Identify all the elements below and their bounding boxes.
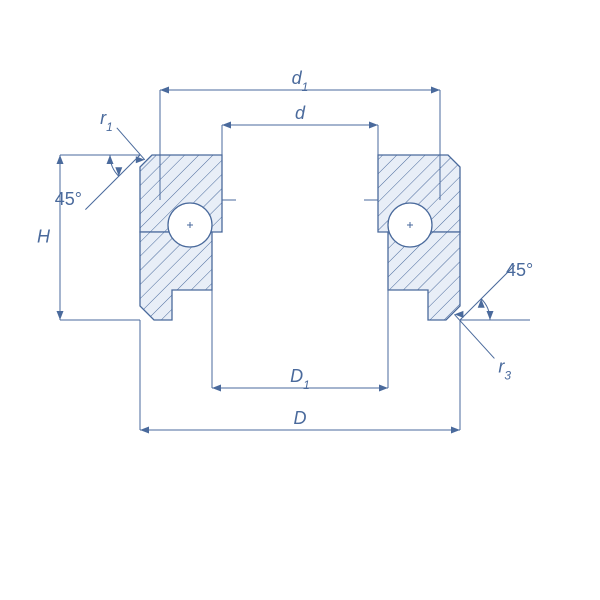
label-r3: r3 <box>498 356 511 382</box>
dim-H-label: H <box>37 227 51 247</box>
label-45-right: 45° <box>506 260 533 280</box>
dim-d-label: d <box>295 103 306 123</box>
dim-D-label: D <box>294 408 307 428</box>
angle-arc-left <box>110 155 119 176</box>
label-r1: r1 <box>100 108 113 134</box>
label-45-left: 45° <box>55 189 82 209</box>
angle-arc-right <box>481 299 490 320</box>
